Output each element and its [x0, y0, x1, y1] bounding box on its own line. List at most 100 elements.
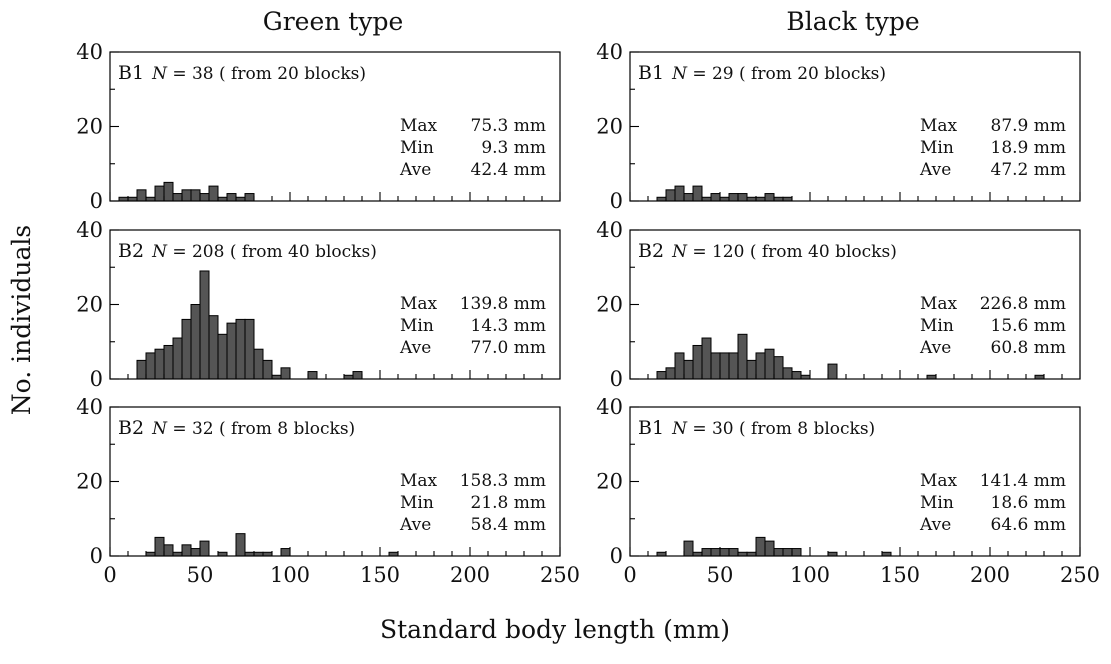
- histogram-bar: [674, 185, 685, 202]
- histogram-bar: [280, 548, 291, 557]
- stat-name: Ave: [919, 338, 951, 358]
- histogram-bar: [253, 348, 264, 380]
- histogram-bar: [217, 333, 228, 380]
- stat-name: Max: [920, 471, 958, 491]
- panel-id: B1: [638, 62, 664, 84]
- panel-n-symbol: N: [151, 242, 168, 262]
- stat-value: 158.3 mm: [460, 471, 546, 491]
- panel-5: 0 20 40 0 50 100 150 200 250 B2 N = 32 ( from 8 bl…: [76, 395, 580, 587]
- y-tick-label: 20: [596, 115, 623, 139]
- panel-n-symbol: N: [671, 242, 688, 262]
- y-tick-label: 0: [610, 367, 623, 391]
- stat-value: 60.8 mm: [991, 338, 1067, 358]
- histogram-bar: [782, 548, 793, 557]
- stat-name: Min: [920, 316, 954, 336]
- stat-name: Max: [400, 294, 438, 314]
- histogram-bar: [262, 359, 273, 380]
- panel-n-symbol: N: [151, 64, 168, 84]
- panel-n-text: = 29 ( from 20 blocks): [687, 64, 886, 84]
- histogram-bar: [737, 333, 748, 380]
- x-tick-label: 100: [270, 563, 310, 587]
- histogram-bar: [181, 189, 192, 202]
- histogram-bar: [665, 367, 676, 380]
- histogram-bar: [244, 318, 255, 380]
- stat-value: 64.6 mm: [991, 515, 1067, 535]
- x-tick-label: 50: [707, 563, 734, 587]
- histogram-bar: [199, 540, 210, 557]
- histogram-bar: [163, 344, 174, 380]
- stat-value: 18.9 mm: [991, 138, 1067, 158]
- histogram-bar: [755, 352, 766, 380]
- histogram-bar: [791, 548, 802, 557]
- histogram-bar: [154, 185, 165, 202]
- panel-id: B2: [638, 240, 664, 262]
- panel-label: B2 N = 208 ( from 40 blocks): [118, 240, 377, 262]
- histogram-bar: [244, 193, 255, 202]
- histogram-bar: [163, 181, 174, 202]
- x-tick-label: 150: [880, 563, 920, 587]
- y-tick-label: 40: [76, 40, 103, 64]
- y-tick-label: 0: [610, 544, 623, 568]
- stat-name: Max: [920, 116, 958, 136]
- histogram-bar: [692, 185, 703, 202]
- histogram-bar: [307, 371, 318, 380]
- histogram-bar: [764, 540, 775, 557]
- y-axis-title: No. individuals: [7, 225, 36, 415]
- panel-id: B2: [118, 417, 144, 439]
- panel-3: 0 20 40 B2 N = 208 ( from 40 blocks) Max 139.8…: [76, 218, 561, 391]
- histogram-bar: [773, 548, 784, 557]
- stat-name: Ave: [919, 515, 951, 535]
- histogram-bar: [692, 344, 703, 380]
- histogram-bar: [755, 536, 766, 557]
- stat-name: Min: [400, 493, 434, 513]
- histogram-bar: [764, 348, 775, 380]
- y-tick-label: 40: [76, 218, 103, 242]
- panel-6: 0 20 40 0 50 100 150 200 250 B1 N = 30 ( from 8 bl…: [596, 395, 1100, 587]
- histogram-bar: [728, 352, 739, 380]
- panel-2: 0 20 40 B1 N = 29 ( from 20 blocks) Max 87.9 m…: [596, 40, 1081, 213]
- stat-name: Max: [400, 116, 438, 136]
- histogram-bar: [208, 315, 219, 380]
- x-tick-label: 250: [1060, 563, 1100, 587]
- stat-value: 21.8 mm: [471, 493, 547, 513]
- histogram-bar: [683, 193, 694, 202]
- histogram-bar: [710, 193, 721, 202]
- stat-name: Max: [400, 471, 438, 491]
- histogram-bar: [136, 359, 147, 380]
- x-tick-label: 100: [790, 563, 830, 587]
- stat-value: 77.0 mm: [471, 338, 547, 358]
- panel-label: B1 N = 29 ( from 20 blocks): [638, 62, 886, 84]
- histogram-bar: [235, 533, 246, 557]
- histogram-bar: [352, 371, 363, 380]
- panel-label: B2 N = 32 ( from 8 blocks): [118, 417, 355, 439]
- stat-value: 75.3 mm: [471, 116, 547, 136]
- histogram-bar: [199, 270, 210, 380]
- stat-name: Ave: [399, 338, 431, 358]
- histogram-bar: [208, 185, 219, 202]
- stat-value: 139.8 mm: [460, 294, 546, 314]
- x-tick-label: 150: [360, 563, 400, 587]
- histogram-bar: [746, 359, 757, 380]
- histogram-bar: [719, 352, 730, 380]
- stat-name: Ave: [399, 160, 431, 180]
- panel-id: B2: [118, 240, 144, 262]
- stat-value: 58.4 mm: [471, 515, 547, 535]
- column-title-green: Green type: [263, 7, 404, 36]
- panel-n-symbol: N: [671, 419, 688, 439]
- y-tick-label: 40: [76, 395, 103, 419]
- histogram-bar: [827, 363, 838, 380]
- histogram-bar: [181, 544, 192, 557]
- x-tick-label: 0: [623, 563, 636, 587]
- histogram-bar: [163, 544, 174, 557]
- x-tick-label: 200: [450, 563, 490, 587]
- panel-id: B1: [638, 417, 664, 439]
- panel-id: B1: [118, 62, 144, 84]
- stat-name: Max: [920, 294, 958, 314]
- x-axis-title: Standard body length (mm): [380, 615, 730, 644]
- stat-name: Min: [400, 316, 434, 336]
- panel-label: B2 N = 120 ( from 40 blocks): [638, 240, 897, 262]
- histogram-bar: [226, 193, 237, 202]
- panel-1: 0 20 40 B1 N = 38 ( from 20 blocks) Max 75.3 m…: [76, 40, 561, 213]
- histogram-bar: [656, 371, 667, 380]
- histogram-bar: [674, 352, 685, 380]
